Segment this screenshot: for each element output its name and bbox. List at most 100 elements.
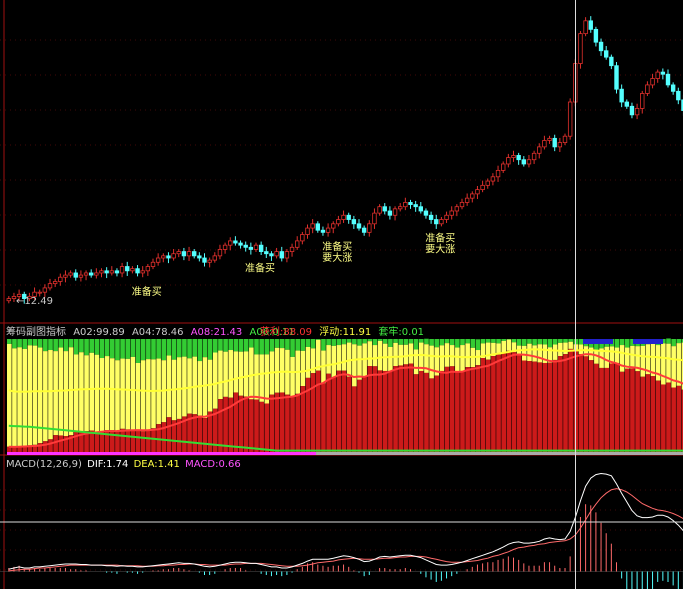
float-bar (135, 362, 141, 432)
float-bar (357, 345, 362, 380)
candle (495, 169, 501, 178)
profit-bar (666, 382, 671, 452)
float-bar (140, 360, 146, 432)
trap-bar (619, 339, 625, 346)
candle (32, 291, 37, 297)
trap-bar (197, 339, 203, 362)
price-low-value: 12.49 (24, 296, 54, 307)
float-bar (104, 356, 110, 431)
signal-label: 准备买 (425, 232, 455, 245)
float-bar (480, 343, 486, 359)
trap-bar (372, 339, 378, 346)
float-bar (94, 354, 100, 432)
float-bar (604, 346, 609, 368)
profit-bar (583, 356, 589, 452)
candle (58, 276, 63, 282)
trap-bar (666, 338, 671, 344)
candle (73, 272, 78, 278)
candle (99, 270, 104, 274)
trap-bar (104, 339, 110, 357)
trap-label: 套牢: (378, 327, 402, 338)
trap-bar (449, 339, 455, 346)
candle (284, 251, 290, 259)
trap-bar (187, 339, 192, 359)
candle (181, 251, 187, 257)
candle (562, 135, 568, 144)
trap-bar (310, 339, 316, 349)
trap-bar (279, 339, 285, 349)
profit-bar (89, 430, 94, 452)
candle (145, 266, 151, 272)
trap-bar (73, 339, 79, 355)
float-bar (53, 351, 58, 436)
dif-label: DIF: (87, 459, 107, 470)
profit-bar (676, 385, 682, 452)
trap-bar (63, 339, 69, 352)
float-bar (37, 347, 43, 444)
indicator-panel (7, 338, 683, 455)
trap-bar (516, 339, 522, 346)
trap-bar (300, 339, 306, 351)
candle (660, 71, 666, 75)
float-bar (89, 352, 94, 431)
candle (37, 291, 42, 294)
signal-label: 准备买 (245, 261, 275, 274)
profit-bar (429, 378, 434, 452)
candle (361, 227, 367, 233)
trap-bar (563, 339, 568, 343)
a08-label: A08: (190, 327, 214, 338)
trap-bar (68, 339, 74, 348)
candle (109, 270, 114, 274)
profit-bar (12, 447, 17, 452)
candle (454, 206, 460, 212)
float-bar (460, 345, 465, 372)
candle (63, 274, 68, 278)
candle (464, 197, 470, 203)
float-bar (73, 354, 79, 431)
indicator-title: 筹码副图指标 (6, 327, 66, 338)
indicator-header: 筹码副图指标 A02:99.89 A04:78.46 A08:21.43 A06… (6, 327, 295, 339)
trap-bar (79, 339, 84, 353)
candle (89, 272, 94, 276)
candle (670, 84, 676, 92)
trap-bar (146, 339, 151, 360)
candle (578, 33, 583, 64)
candle (6, 298, 11, 302)
profit-label: 获利: (260, 327, 284, 338)
candle (614, 65, 619, 90)
profit-bar (73, 430, 79, 452)
profit-bar (279, 392, 285, 452)
candle (356, 223, 362, 229)
trap-bar (403, 339, 409, 345)
profit-bar (156, 424, 161, 452)
profit-value: 88.09 (283, 327, 313, 338)
profit-bar (285, 394, 290, 452)
candle (516, 155, 521, 161)
float-bar (372, 345, 378, 367)
slow-line (8, 348, 683, 393)
candle (526, 159, 532, 165)
profit-bar (614, 362, 620, 452)
profit-bar (625, 368, 630, 452)
trap-bar (393, 339, 398, 343)
profit-bar (249, 399, 254, 452)
candle (459, 202, 465, 208)
trap-bar (444, 339, 450, 344)
profit-bar (578, 354, 584, 452)
trap-bar (511, 339, 517, 343)
trap-bar (218, 339, 223, 351)
trap-bar (58, 339, 64, 348)
float-bar (661, 343, 666, 385)
profit-bar (120, 428, 125, 452)
float-bar (640, 345, 646, 377)
profit-bar (496, 354, 501, 452)
float-bar (522, 345, 527, 361)
candle (537, 146, 542, 154)
trap-bar (568, 339, 573, 342)
float-bar (666, 343, 671, 383)
float-bar (681, 342, 683, 390)
float-bar (48, 350, 53, 440)
trap-bar (115, 339, 120, 361)
candle (243, 244, 248, 248)
